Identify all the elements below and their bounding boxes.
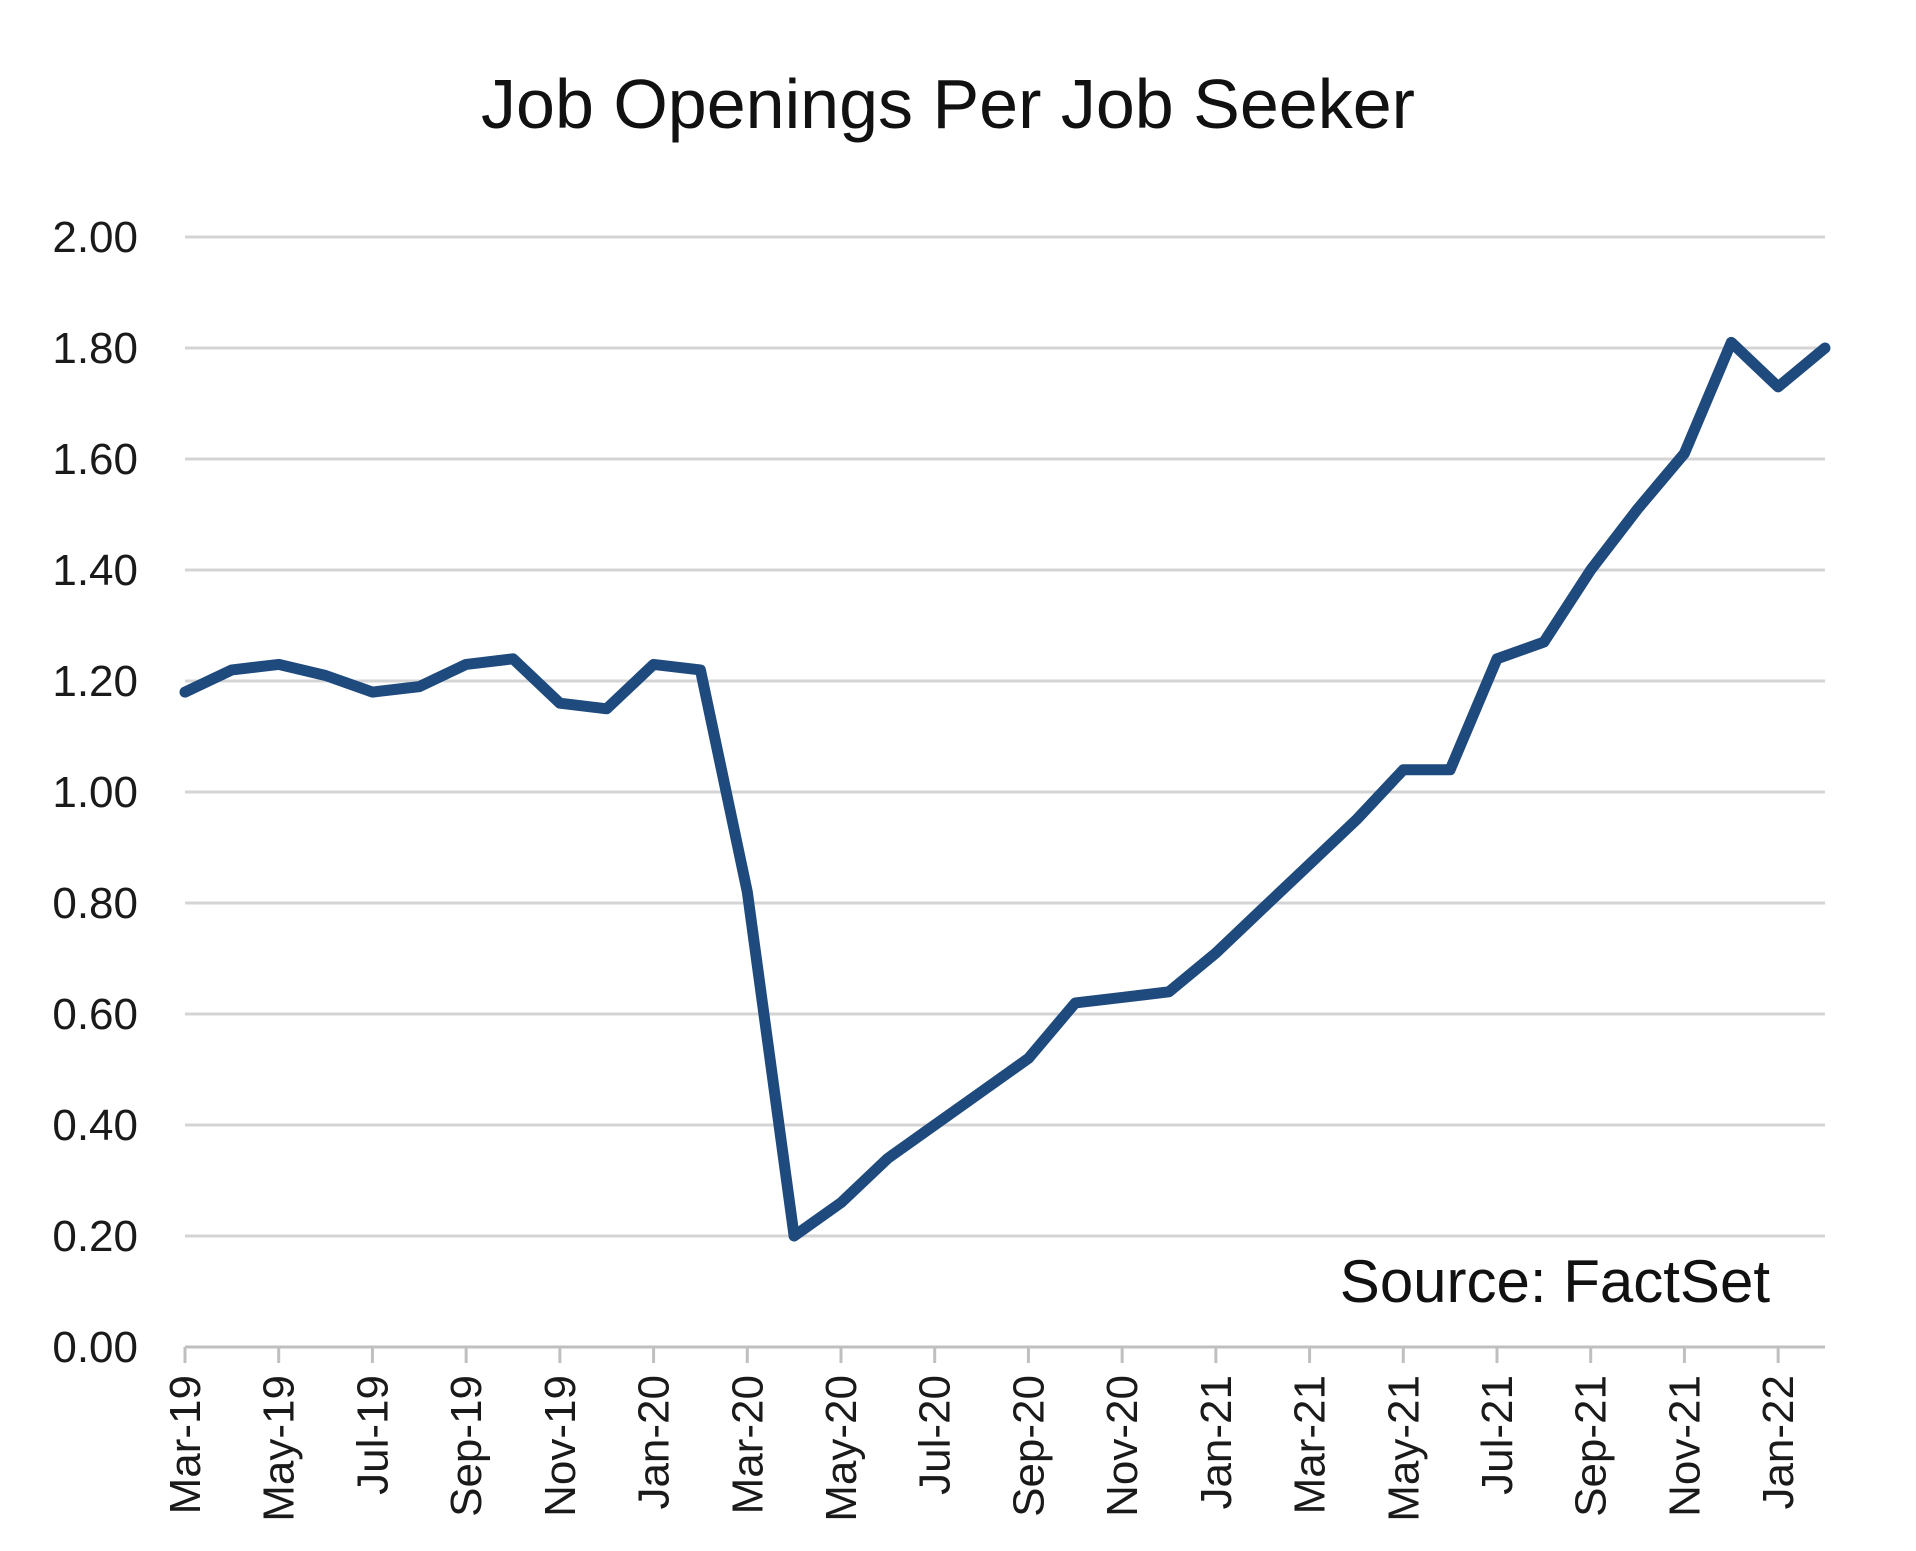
x-tick-label: Jan-21 <box>1192 1375 1241 1510</box>
chart-title: Job Openings Per Job Seeker <box>481 65 1415 143</box>
series-line <box>179 336 1831 1242</box>
y-tick-label: 0.20 <box>52 1212 138 1261</box>
y-axis-ticks: 0.00 0.20 0.40 0.60 0.80 1.00 1.20 1.40 1.60 1.80… <box>52 213 138 1372</box>
x-tick-label: Nov-20 <box>1098 1375 1147 1517</box>
x-tick-label: Jul-21 <box>1473 1375 1522 1495</box>
series-group <box>179 336 1831 1242</box>
y-tick-label: 1.80 <box>52 324 138 373</box>
y-tick-label: 0.60 <box>52 990 138 1039</box>
x-tick-label: May-21 <box>1379 1375 1428 1522</box>
x-tick-label: Mar-20 <box>723 1375 772 1514</box>
y-tick-label: 0.00 <box>52 1323 138 1372</box>
x-tick-label: Jan-22 <box>1754 1375 1803 1510</box>
x-tick-label: Sep-20 <box>1004 1375 1053 1517</box>
x-tick-label: May-20 <box>817 1375 866 1522</box>
x-axis <box>183 1345 1825 1363</box>
y-tick-label: 1.60 <box>52 435 138 484</box>
y-tick-label: 1.40 <box>52 546 138 595</box>
x-tick-label: Nov-19 <box>536 1375 585 1517</box>
y-tick-label: 1.00 <box>52 768 138 817</box>
x-tick-label: Nov-21 <box>1660 1375 1709 1517</box>
y-tick-label: 2.00 <box>52 213 138 262</box>
y-tick-label: 0.80 <box>52 879 138 928</box>
x-tick-label: Jul-19 <box>348 1375 397 1495</box>
y-tick-label: 0.40 <box>52 1101 138 1150</box>
gridlines <box>185 235 1825 1238</box>
x-tick-label: May-19 <box>255 1375 304 1522</box>
x-axis-ticks: Mar-19 May-19 Jul-19 Sep-19 Nov-19 Jan-20 Mar-… <box>161 1375 1803 1522</box>
x-tick-label: Sep-21 <box>1567 1375 1616 1517</box>
x-tick-label: Sep-19 <box>442 1375 491 1517</box>
x-tick-label: Jan-20 <box>630 1375 679 1510</box>
source-annotation: Source: FactSet <box>1340 1248 1771 1315</box>
x-tick-label: Jul-20 <box>911 1375 960 1495</box>
y-tick-label: 1.20 <box>52 657 138 706</box>
x-tick-label: Mar-21 <box>1286 1375 1335 1514</box>
x-tick-label: Mar-19 <box>161 1375 210 1514</box>
